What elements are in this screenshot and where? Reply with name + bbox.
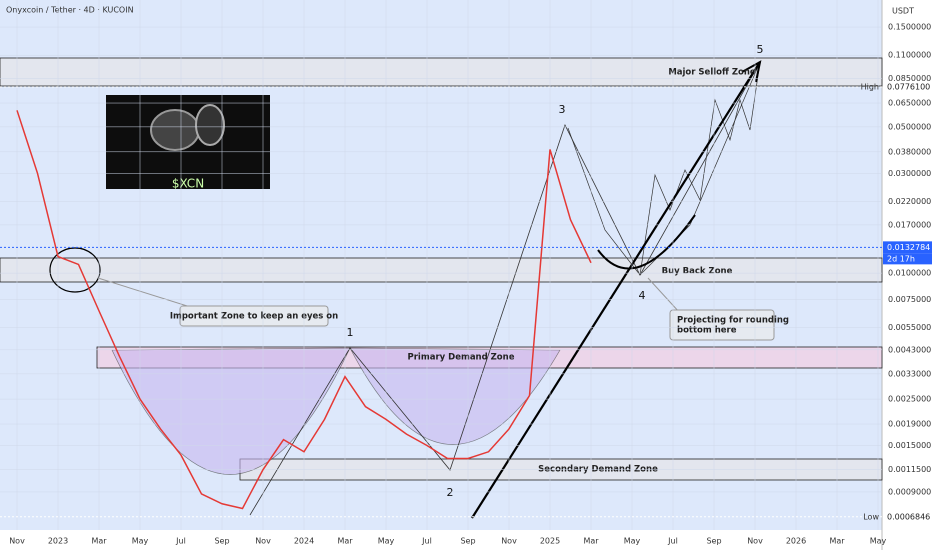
rounding-bottom [597, 214, 696, 270]
low-name: Low [863, 512, 879, 521]
currency: USDT [892, 7, 914, 16]
wave-label: 3 [559, 103, 566, 116]
x-tick-label: May [378, 537, 395, 546]
x-tick-label: 2025 [540, 537, 560, 546]
x-tick-label: Nov [501, 537, 517, 546]
annotation: Major Selloff Zone [668, 68, 756, 78]
x-tick-label: Nov [9, 537, 25, 546]
countdown: 2d 17h [887, 254, 915, 263]
high-name: High [861, 82, 879, 91]
callout-line [97, 277, 201, 311]
wave-label: 5 [757, 43, 764, 56]
y-tick-label: 0.0033000 [888, 369, 931, 378]
callout [669, 309, 775, 341]
x-tick-label: Nov [747, 537, 763, 546]
x-tick-label: Mar [829, 537, 845, 546]
wave-label: 2 [447, 486, 454, 499]
x-tick-label: Mar [583, 537, 599, 546]
circle [49, 247, 101, 293]
title: Onyxcoin / Tether · 4D · KUCOIN [6, 6, 134, 15]
current-label: 0.0132784 [887, 243, 930, 252]
x-tick-label: May [870, 537, 887, 546]
logo-coin [150, 109, 200, 151]
y-tick-label: 0.0650000 [888, 99, 931, 108]
buyback-zone [0, 257, 883, 283]
high-box [883, 80, 932, 93]
x-tick-label: Jul [175, 537, 186, 546]
y-tick-label: 0.0220000 [888, 197, 931, 206]
x-tick-label: Jul [421, 537, 432, 546]
x-tick-label: Sep [214, 537, 229, 546]
y-tick-label: 0.1500000 [888, 23, 931, 32]
y-tick-label: 0.0025000 [888, 395, 931, 404]
low-label: 0.0006846 [887, 512, 930, 521]
y-tick-label: 0.0019000 [888, 420, 931, 429]
wave-label: 1 [347, 326, 354, 339]
y-tick-label: 0.0380000 [888, 147, 931, 156]
logo-coin [195, 104, 225, 146]
low-box [883, 510, 932, 523]
x-tick-label: Sep [706, 537, 721, 546]
high-label: 0.0776100 [887, 82, 930, 91]
y-tick-label: 0.0055000 [888, 323, 931, 332]
countdown-box [883, 253, 932, 265]
x-tick-label: Sep [460, 537, 475, 546]
y-tick-label: 0.0100000 [888, 269, 931, 278]
x-tick-label: May [132, 537, 149, 546]
x-tick-label: Nov [255, 537, 271, 546]
y-tick-label: 0.0300000 [888, 169, 931, 178]
annotation: Buy Back Zone [662, 267, 733, 277]
time-axis [0, 530, 882, 550]
callout-line [647, 277, 681, 314]
y-tick-label: 0.0043000 [888, 345, 931, 354]
y-tick-label: 0.1100000 [888, 51, 931, 60]
projection [639, 61, 761, 276]
callout [179, 305, 329, 327]
arrow [741, 60, 762, 83]
selloff-zone [0, 57, 883, 87]
annotation: Primary Demand Zone [408, 353, 515, 363]
wave-label: 4 [639, 289, 646, 302]
price-line [16, 110, 592, 510]
annotation: Projecting for rounding [677, 316, 789, 326]
y-tick-label: 0.0011500 [888, 465, 931, 474]
y-tick-label: 0.0009000 [888, 487, 931, 496]
y-tick-label: 0.0500000 [888, 122, 931, 131]
x-tick-label: 2026 [786, 537, 806, 546]
logo-text: $XCN [172, 177, 204, 191]
x-tick-label: Jul [667, 537, 678, 546]
x-tick-label: 2023 [48, 537, 68, 546]
y-tick-label: 0.0850000 [888, 74, 931, 83]
x-tick-label: May [624, 537, 641, 546]
y-tick-label: 0.0015000 [888, 441, 931, 450]
cup-right [349, 347, 561, 445]
annotation: Important Zone to keep an eyes on [170, 312, 338, 322]
annotation: bottom here [677, 326, 737, 336]
x-tick-label: 2024 [294, 537, 314, 546]
wave-line [249, 61, 761, 516]
x-tick-label: Mar [91, 537, 107, 546]
y-tick-label: 0.0075000 [888, 295, 931, 304]
current-box [883, 241, 932, 254]
y-tick-label: 0.0170000 [888, 220, 931, 229]
trendline [471, 61, 761, 519]
x-tick-label: Mar [337, 537, 353, 546]
